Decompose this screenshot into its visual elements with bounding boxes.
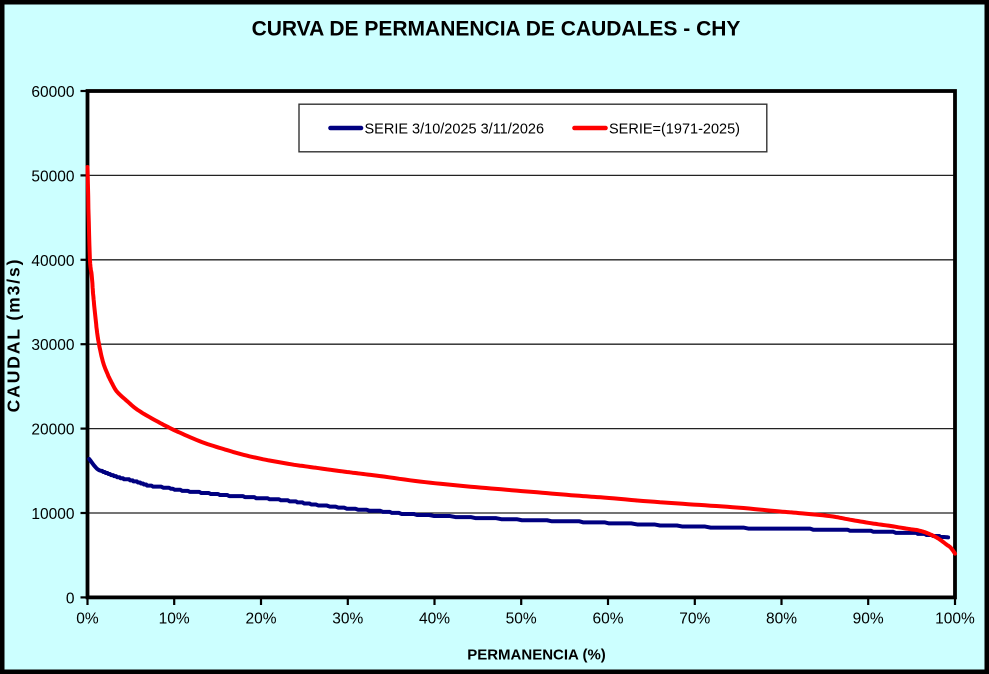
svg-text:SERIE=(1971-2025): SERIE=(1971-2025)	[609, 121, 740, 137]
svg-text:30%: 30%	[332, 611, 363, 628]
svg-text:10000: 10000	[31, 506, 74, 523]
svg-text:60000: 60000	[31, 84, 74, 101]
svg-text:SERIE 3/10/2025 3/11/2026: SERIE 3/10/2025 3/11/2026	[365, 121, 545, 137]
svg-text:0: 0	[66, 590, 75, 607]
svg-text:30000: 30000	[31, 337, 74, 354]
svg-text:CAUDAL (m3/s): CAUDAL (m3/s)	[4, 258, 24, 413]
svg-text:CURVA DE PERMANENCIA DE CAUDAL: CURVA DE PERMANENCIA DE CAUDALES - CHY	[252, 18, 741, 41]
svg-text:90%: 90%	[853, 611, 884, 628]
svg-text:10%: 10%	[159, 611, 190, 628]
svg-text:100%: 100%	[935, 611, 975, 628]
svg-text:20000: 20000	[31, 422, 74, 439]
svg-text:60%: 60%	[592, 611, 623, 628]
svg-text:50%: 50%	[506, 611, 537, 628]
svg-text:PERMANENCIA (%): PERMANENCIA (%)	[467, 647, 606, 664]
svg-text:0%: 0%	[76, 611, 99, 628]
svg-text:40000: 40000	[31, 253, 74, 270]
svg-text:70%: 70%	[679, 611, 710, 628]
svg-text:80%: 80%	[766, 611, 797, 628]
svg-text:50000: 50000	[31, 168, 74, 185]
svg-text:40%: 40%	[419, 611, 450, 628]
svg-text:20%: 20%	[245, 611, 276, 628]
